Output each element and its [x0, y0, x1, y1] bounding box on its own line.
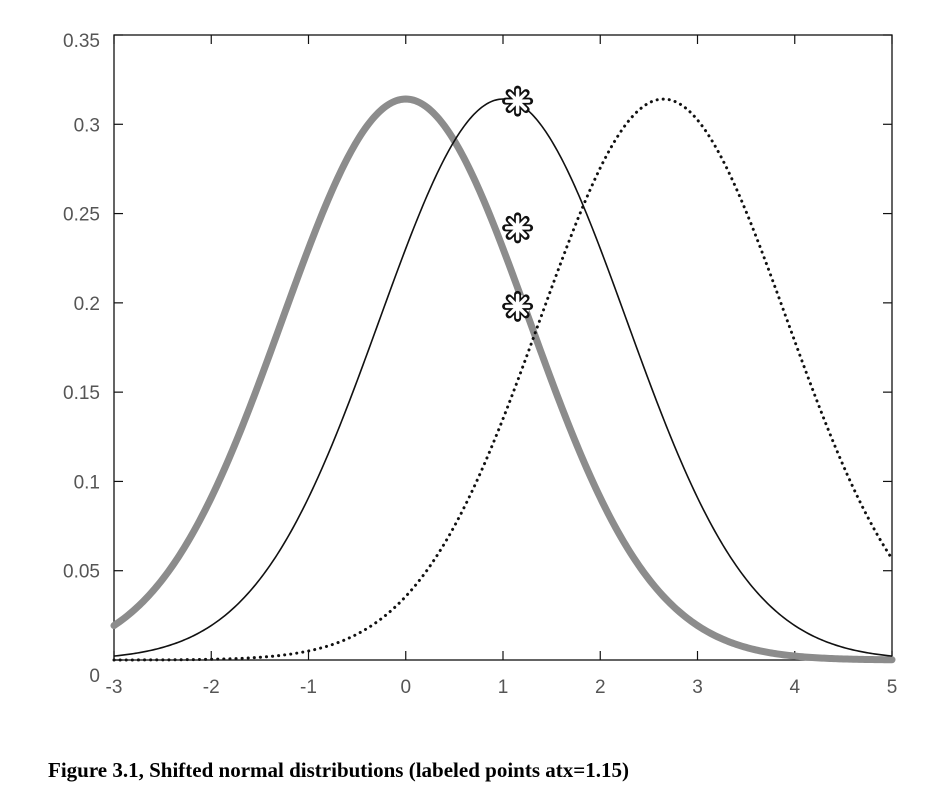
- x-tick-label: 2: [595, 677, 606, 698]
- y-tick-label: 0: [89, 666, 100, 687]
- y-tick-label: 0.2: [74, 294, 100, 315]
- x-tick-labels: -3 -2 -1 0 1 2 3 4 5: [106, 677, 898, 698]
- y-tick-label: 0.35: [63, 31, 100, 52]
- y-tick-label: 0.3: [74, 115, 100, 136]
- x-tick-label: 4: [789, 677, 800, 698]
- x-tick-label: -1: [300, 677, 317, 698]
- y-tick-label: 0.05: [63, 562, 100, 583]
- tick-marks: [113, 34, 893, 661]
- series-line: [110, 95, 896, 664]
- plot-frame: [113, 34, 893, 661]
- x-tick-label: 5: [887, 677, 898, 698]
- x-tick-label: 3: [692, 677, 703, 698]
- series-line: [113, 98, 893, 657]
- marked-point: [502, 290, 534, 322]
- y-tick-labels: 0 0.05 0.1 0.15 0.2 0.25 0.3 0.35: [63, 31, 100, 687]
- x-tick-label: 1: [498, 677, 509, 698]
- y-tick-label: 0.1: [74, 472, 100, 493]
- curves: [110, 95, 896, 664]
- figure-caption: Figure 3.1, Shifted normal distributions…: [48, 758, 629, 782]
- x-tick-label: -3: [106, 677, 123, 698]
- marked-point: [502, 85, 534, 117]
- x-tick-label: -2: [203, 677, 220, 698]
- y-tick-label: 0.25: [63, 205, 100, 226]
- y-tick-label: 0.15: [63, 383, 100, 404]
- x-tick-label: 0: [400, 677, 411, 698]
- marked-point: [502, 212, 534, 244]
- marked-points: [502, 85, 534, 322]
- series-line: [112, 97, 894, 662]
